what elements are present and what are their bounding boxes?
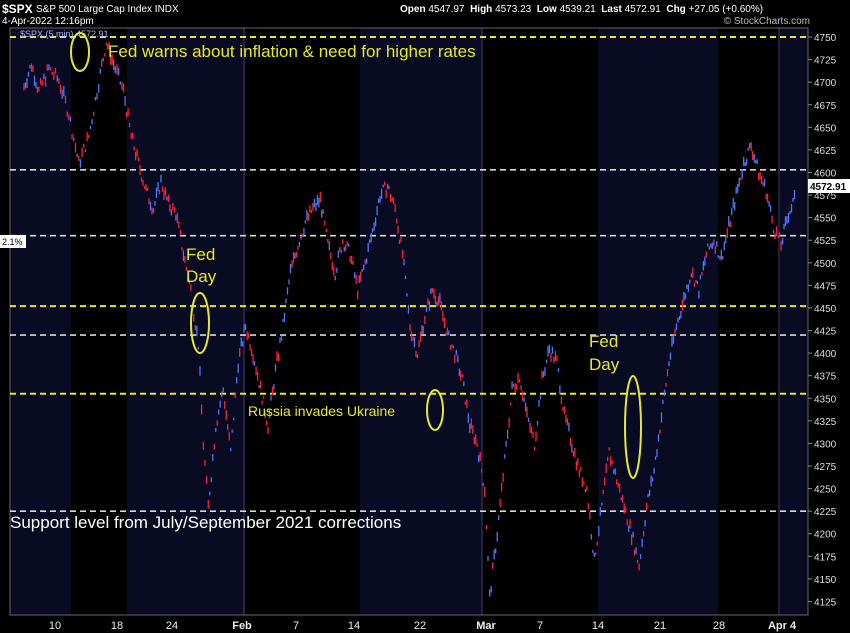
y-tick-label: 4650 [814, 123, 837, 134]
watermark: © StockCharts.com [723, 16, 810, 27]
x-axis: 10 18 24 Feb 7 14 22 Mar 7 14 21 28 Apr 4 [49, 620, 797, 632]
x-tick-label: 7 [537, 620, 543, 632]
y-axis: 4125 4150 4175 4200 4225 4250 4275 4300 4325 4350… [808, 33, 837, 608]
annotation-support: Support level from July/September 2021 c… [10, 513, 401, 532]
annotation-ellipse [624, 375, 642, 479]
annotation-fed-warns: Fed warns about inflation & need for hig… [108, 42, 476, 61]
y-tick-label: 4300 [814, 439, 837, 450]
shade-band [360, 28, 482, 615]
y-tick-label: 4200 [814, 530, 837, 541]
index-name: S&P 500 Large Cap Index INDX [36, 4, 179, 15]
y-tick-label: 4350 [814, 394, 837, 405]
chart-header: $SPX S&P 500 Large Cap Index INDX 4-Apr-… [0, 0, 850, 28]
shade-band [10, 28, 71, 615]
shade-band [780, 28, 808, 615]
annotation-fed-day-2: Day [589, 355, 620, 374]
y-tick-label: 4175 [814, 552, 837, 563]
series-legend: $SPX (5 min) 4572.91 [20, 29, 109, 39]
y-tick-label: 4375 [814, 372, 837, 383]
shade-band [127, 28, 245, 615]
y-tick-label: 4500 [814, 259, 837, 270]
y-tick-label: 4600 [814, 168, 837, 179]
annotation-fed-day-1: Fed [186, 245, 215, 264]
percent-tag-text: 2.1% [2, 237, 23, 247]
y-tick-label: 4525 [814, 236, 837, 247]
annotation-russia: Russia invades Ukraine [248, 403, 395, 419]
y-tick-label: 4700 [814, 78, 837, 89]
y-tick-label: 4475 [814, 281, 837, 292]
symbol: $SPX [2, 2, 33, 16]
price-series [23, 41, 796, 597]
x-tick-label: 24 [166, 620, 178, 632]
y-tick-label: 4225 [814, 507, 837, 518]
x-tick-label: Feb [232, 620, 252, 632]
x-tick-label: 14 [348, 620, 360, 632]
ohlc-readout: Open 4547.97 High 4573.23 Low 4539.21 La… [400, 4, 764, 15]
y-tick-label: 4750 [814, 33, 837, 44]
x-tick-label: Apr 4 [768, 620, 797, 632]
x-tick-label: 28 [713, 620, 725, 632]
chart-date: 4-Apr-2022 12:16pm [2, 16, 94, 27]
y-tick-label: 4625 [814, 146, 837, 157]
x-tick-label: 7 [293, 620, 299, 632]
shade-band [598, 28, 718, 615]
x-tick-label: 22 [414, 620, 426, 632]
x-tick-label: 21 [654, 620, 666, 632]
y-tick-label: 4575 [814, 191, 837, 202]
y-tick-label: 4250 [814, 485, 837, 496]
last-price-text: 4572.91 [810, 182, 847, 193]
annotation-ellipse [70, 32, 90, 72]
y-tick-label: 4725 [814, 56, 837, 67]
annotation-fed-day-1: Day [186, 267, 217, 286]
plot-border [9, 27, 809, 616]
y-tick-label: 4425 [814, 327, 837, 338]
y-tick-label: 4675 [814, 101, 837, 112]
x-tick-label: 14 [592, 620, 604, 632]
x-tick-label: Mar [476, 620, 496, 632]
y-tick-label: 4125 [814, 597, 837, 608]
y-tick-label: 4450 [814, 304, 837, 315]
y-tick-label: 4325 [814, 417, 837, 428]
last-price-tag [808, 179, 850, 193]
x-tick-label: 18 [111, 620, 123, 632]
annotation-fed-day-2: Fed [589, 332, 618, 351]
y-tick-label: 4400 [814, 349, 837, 360]
y-tick-label: 4275 [814, 462, 837, 473]
percent-tag [0, 235, 26, 248]
y-tick-label: 4150 [814, 575, 837, 586]
x-tick-label: 10 [49, 620, 61, 632]
annotation-ellipse [190, 292, 210, 354]
y-tick-label: 4550 [814, 214, 837, 225]
annotation-ellipse [426, 389, 444, 431]
